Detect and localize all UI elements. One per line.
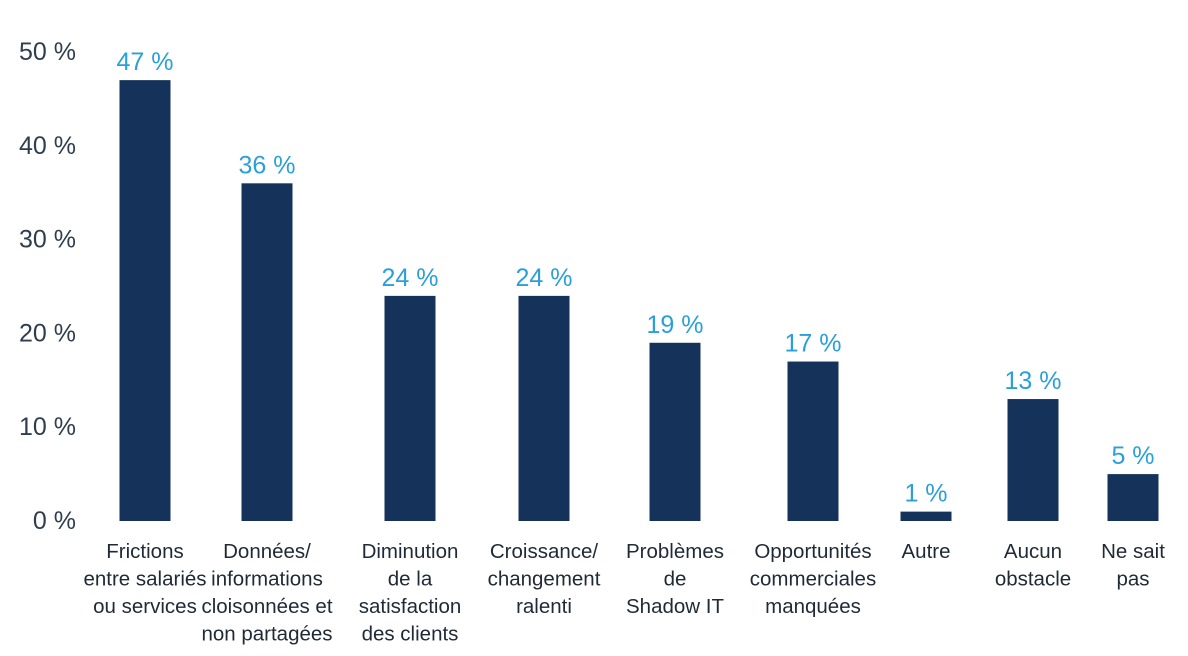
x-category-label: Autre [902, 540, 951, 563]
y-tick-label: 20 % [19, 319, 76, 347]
x-category-label-line: Croissance/ [490, 540, 599, 563]
bar [1007, 399, 1059, 521]
x-category-label: Aucun obstacle [995, 540, 1071, 591]
x-category-label-line: Shadow IT [626, 595, 724, 618]
x-category-label-line: Aucun [1004, 540, 1062, 563]
x-category-label-line: satisfaction [359, 595, 462, 618]
x-category-label-line: obstacle [995, 567, 1071, 590]
x-category-label-line: Données/ [223, 540, 311, 563]
x-category-label-line: commerciales [750, 567, 876, 590]
x-category-label-line: entre salariés [83, 567, 206, 590]
value-label: 19 % [647, 311, 704, 339]
x-category-label: Problèmes de Shadow IT [626, 540, 724, 618]
x-category-label-line: Frictions [106, 540, 183, 563]
value-label: 24 % [382, 264, 439, 292]
x-category-label-line: Autre [902, 540, 951, 563]
x-category-label-line: ou services [93, 595, 197, 618]
bar [900, 511, 952, 521]
x-category-label: Opportunités commerciales manquées [750, 540, 876, 618]
x-category-label-line: ralenti [516, 595, 572, 618]
bar [384, 295, 436, 521]
x-category-label-line: Problèmes [626, 540, 724, 563]
value-label: 24 % [516, 264, 573, 292]
value-label: 5 % [1111, 442, 1154, 470]
x-category-label-line: Diminution [362, 540, 459, 563]
value-label: 47 % [117, 48, 174, 76]
value-label: 17 % [785, 330, 842, 358]
x-category-label-line: informations [211, 567, 323, 590]
bars [119, 80, 1159, 521]
value-label: 1 % [904, 480, 947, 508]
x-category-label-line: pas [1116, 567, 1149, 590]
x-category-label: Croissance/changement ralenti [488, 540, 601, 618]
value-labels: 47 % 36 % 24 % 24 % 19 % 17 % 1 % 13 % 5 % [117, 48, 1155, 507]
x-category-label: Frictions entre salariés ou services [83, 540, 206, 618]
y-tick-label: 50 % [19, 38, 76, 66]
x-axis: Frictions entre salariés ou servicesDonnée… [83, 540, 1165, 646]
y-tick-label: 40 % [19, 132, 76, 160]
x-category-label: Ne sait pas [1101, 540, 1165, 591]
bar [1107, 474, 1159, 521]
bar [119, 80, 171, 521]
x-category-label-line: cloisonnées et [201, 595, 332, 618]
x-category-label-line: changement [488, 567, 601, 590]
x-category-label-line: de [664, 567, 687, 590]
bar [518, 295, 570, 521]
bar [787, 361, 839, 521]
x-category-label-line: Opportunités [754, 540, 871, 563]
x-category-label: Diminution de la satisfaction des clients [359, 540, 462, 646]
value-label: 36 % [239, 151, 296, 179]
y-tick-label: 0 % [33, 507, 76, 535]
y-axis: 0 % 10 % 20 % 30 % 40 % 50 % [19, 38, 76, 535]
x-category-label-line: de la [388, 567, 433, 590]
bar [649, 342, 701, 521]
x-category-label-line: Ne sait [1101, 540, 1165, 563]
x-category-label-line: non partagées [201, 622, 332, 645]
x-category-label: Données/informations cloisonnées et non pa… [201, 540, 332, 646]
y-tick-label: 10 % [19, 413, 76, 441]
x-category-label-line: manquées [765, 595, 861, 618]
value-label: 13 % [1005, 367, 1062, 395]
bar [241, 183, 293, 521]
x-category-label-line: des clients [362, 622, 459, 645]
y-tick-label: 30 % [19, 226, 76, 254]
